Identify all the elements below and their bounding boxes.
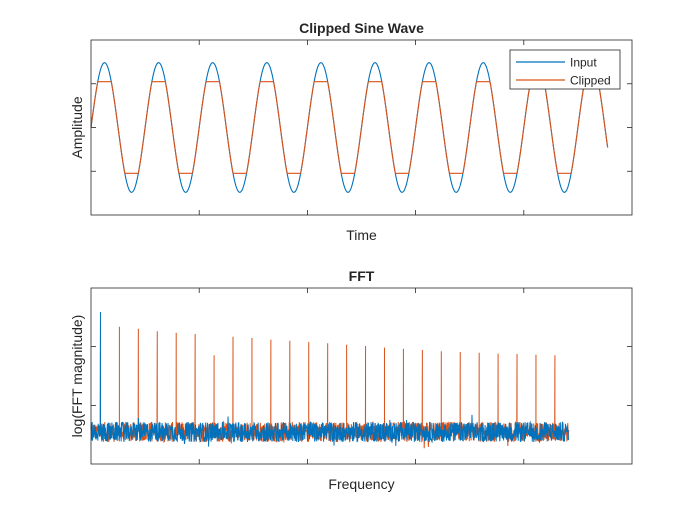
y-axis-label: log(FFT magnitude) <box>69 315 85 438</box>
series-line-input <box>90 311 570 447</box>
legend-label-input: Input <box>570 56 597 70</box>
legend-label-clipped: Clipped <box>570 74 611 88</box>
legend-box <box>509 49 621 90</box>
axes-box <box>90 39 633 216</box>
axes-box <box>90 287 633 465</box>
plot-lines <box>90 62 609 193</box>
axis-ticks <box>91 288 632 464</box>
chart-title: Clipped Sine Wave <box>299 20 424 36</box>
plot-fft: FFT Frequency log(FFT magnitude) <box>69 268 633 492</box>
chart-title: FFT <box>349 268 375 284</box>
legend: Input Clipped <box>509 49 621 90</box>
y-axis-label: Amplitude <box>69 96 85 158</box>
plot-lines <box>90 311 570 449</box>
x-axis-label: Frequency <box>328 476 394 492</box>
series-line-clipped <box>90 81 609 174</box>
x-axis-label: Time <box>346 227 377 243</box>
axis-ticks <box>91 40 632 215</box>
plot-clipped-sine-wave: Clipped Sine Wave Time Amplitude Input C… <box>69 20 633 243</box>
